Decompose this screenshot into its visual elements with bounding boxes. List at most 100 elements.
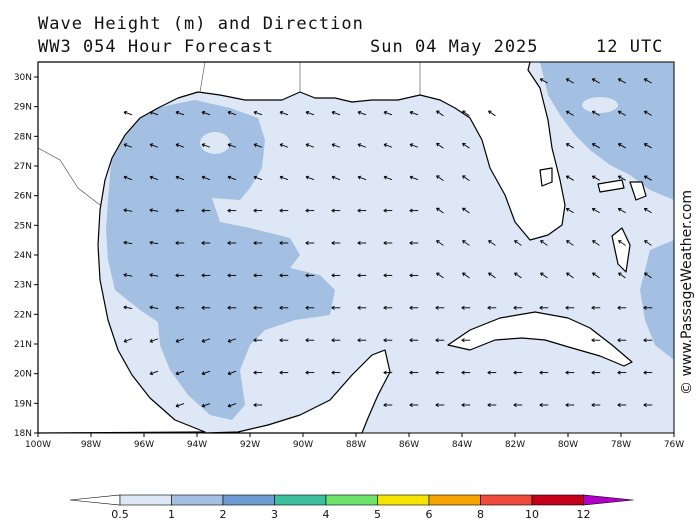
wave-arrow (279, 111, 289, 116)
wave-arrow (462, 142, 470, 149)
wave-arrow (514, 240, 522, 246)
wave-arrow-head (487, 404, 491, 408)
wave-arrow-head (149, 338, 153, 342)
wave-arrow-head (487, 372, 491, 375)
wave-arrow-head (331, 111, 335, 115)
colorbar-min-extension (69, 494, 121, 506)
wave-arrow-head (227, 208, 231, 211)
wave-arrow-head (123, 176, 127, 180)
wave-arrow (201, 370, 211, 375)
colorbar-label: 4 (323, 508, 330, 521)
wave-arrow-head (175, 110, 180, 113)
wave-arrow-head (435, 402, 439, 406)
wave-arrow-head (123, 175, 128, 178)
wave-arrow (149, 338, 159, 343)
wave-arrow-head (305, 176, 309, 180)
wave-arrow-head (175, 273, 179, 276)
wave-arrow-head (149, 175, 154, 178)
wave-arrow-head (149, 274, 153, 278)
wave-arrow (618, 272, 626, 279)
wave-arrow-head (201, 240, 205, 244)
wave-arrow (149, 111, 159, 116)
wave-arrow (383, 176, 393, 181)
wave-arrow-head (461, 404, 465, 408)
wave-arrow (123, 306, 133, 309)
wave-arrow-head (617, 370, 621, 373)
wave-arrow (592, 208, 600, 214)
wave-arrow-head (383, 144, 387, 148)
wave-arrow (409, 111, 419, 116)
wave-arrow (488, 110, 496, 117)
wave-arrow-head (227, 305, 231, 309)
wave-arrow (409, 143, 419, 148)
wave-arrow-head (253, 144, 257, 148)
wave-arrow-head (123, 208, 127, 211)
wave-arrow-head (514, 240, 517, 244)
wave-arrow-head (279, 372, 283, 375)
lat-tick-label: 19N (14, 399, 32, 409)
wave-arrow-head (227, 338, 231, 342)
wave-arrow-head (592, 272, 595, 277)
wave-arrow-head (383, 338, 387, 341)
wave-arrow-head (227, 371, 231, 375)
wave-arrow-head (591, 208, 595, 212)
wave-arrow-head (175, 242, 179, 246)
wave-arrow-head (539, 370, 543, 373)
wave-arrow (566, 272, 574, 279)
wave-arrow-head (201, 341, 206, 343)
wave-arrow-head (123, 241, 127, 245)
wave-arrow-head (331, 370, 335, 373)
wave-map: 100W 98W 96W 94W 92W 90W 88W 86W 84W 82W 80W 78W 76W… (14, 61, 684, 450)
wave-arrow-head (591, 372, 595, 375)
wave-arrow-head (409, 242, 413, 246)
wave-arrow-head (591, 111, 595, 115)
wave-arrow (540, 78, 548, 84)
wave-arrow-head (357, 240, 361, 244)
wave-arrow-head (201, 208, 205, 211)
wave-arrow-head (565, 143, 569, 147)
wave-arrow-head (331, 307, 335, 310)
wave-arrow (201, 176, 211, 181)
wave-arrow-head (461, 305, 465, 309)
lat-tick-label: 22N (14, 310, 32, 320)
wave-arrow (618, 110, 626, 116)
cuba (447, 311, 633, 367)
wave-arrow-head (175, 307, 179, 310)
wave-arrow-head (409, 210, 413, 213)
wave-arrow-head (305, 307, 309, 310)
wave-arrow (592, 110, 600, 116)
wave-arrow (644, 208, 652, 214)
wave-arrow-head (175, 373, 180, 376)
wave-arrow-head (461, 372, 465, 375)
wave-arrow-head (643, 370, 647, 373)
borders (37, 61, 421, 206)
wave-arrow-head (462, 272, 465, 277)
wave-arrow-head (123, 274, 127, 278)
wave-arrow (149, 143, 159, 148)
wave-arrow-head (643, 338, 647, 341)
wave-arrow-head (462, 110, 465, 115)
wave-arrow-head (149, 209, 153, 213)
wave-arrow-head (331, 275, 335, 278)
wave-arrow (305, 111, 315, 116)
wave-arrow (149, 241, 159, 245)
wave-arrow-head (487, 307, 491, 310)
north-america-land (37, 61, 566, 434)
wave-arrow (566, 78, 574, 84)
andros-island (611, 227, 631, 273)
wave-arrow-head (175, 111, 179, 115)
wave-arrow-head (175, 275, 179, 278)
lat-tick-label: 20N (14, 370, 32, 380)
colorbar-swatch (274, 494, 327, 506)
wave-arrow-head (539, 372, 543, 375)
wave-arrow-head (409, 338, 413, 341)
wave-arrow-head (435, 339, 439, 343)
wave-arrow-head (253, 370, 257, 373)
wave-arrow-head (227, 240, 231, 244)
lon-tick-label: 88W (346, 440, 366, 450)
wave-arrow-head (279, 208, 283, 211)
wave-arrow (540, 240, 548, 246)
colorbar-swatch (325, 494, 378, 506)
wave-arrow-head (279, 175, 284, 178)
wave-arrow-head (591, 404, 595, 408)
